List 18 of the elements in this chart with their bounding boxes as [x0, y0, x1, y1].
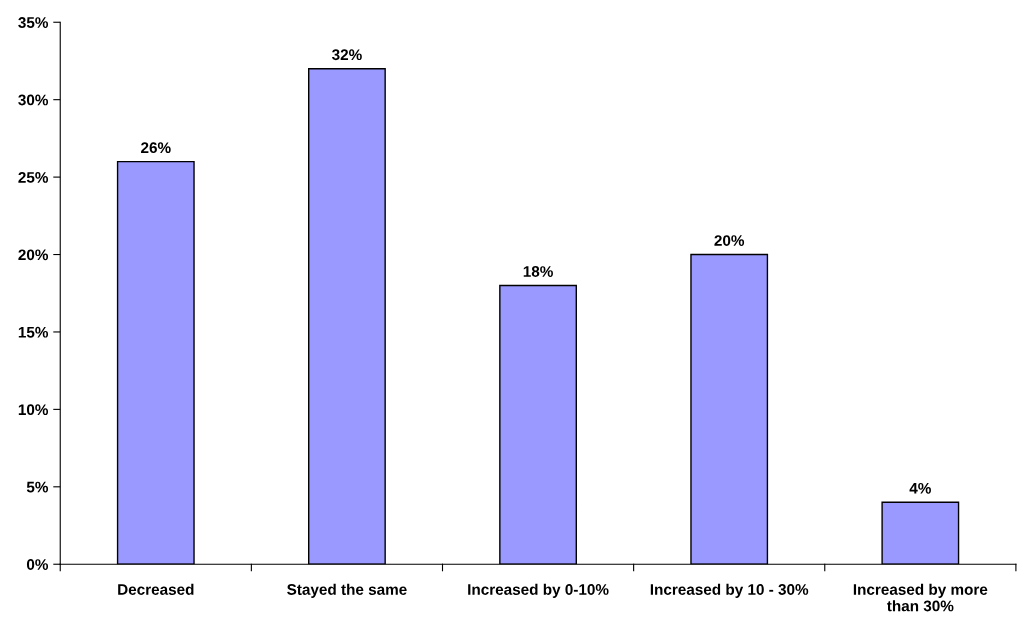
data-label: 18% — [523, 266, 553, 277]
x-tick-label: Stayed the same — [287, 583, 407, 598]
data-label: 26% — [141, 142, 171, 154]
data-label: 32% — [332, 49, 362, 61]
x-tick-label: Increased by 0-10% — [468, 583, 609, 598]
y-tick-label: 10% — [18, 404, 49, 416]
y-tick-label: 20% — [18, 249, 49, 261]
y-tick-label: 25% — [18, 171, 49, 183]
y-tick-label: 35% — [18, 17, 49, 28]
x-tick-label: Decreased — [118, 583, 194, 595]
x-tick-label: Increased by more than 30% — [853, 583, 988, 612]
y-tick-label: 5% — [26, 481, 49, 493]
x-tick-label: Increased by 10 - 30% — [650, 583, 809, 598]
data-label: 20% — [714, 235, 745, 246]
y-tick-label: 30% — [18, 94, 49, 106]
y-tick-label: 15% — [18, 326, 49, 338]
y-tick-label: 0% — [26, 559, 49, 570]
data-label: 4% — [909, 482, 931, 494]
